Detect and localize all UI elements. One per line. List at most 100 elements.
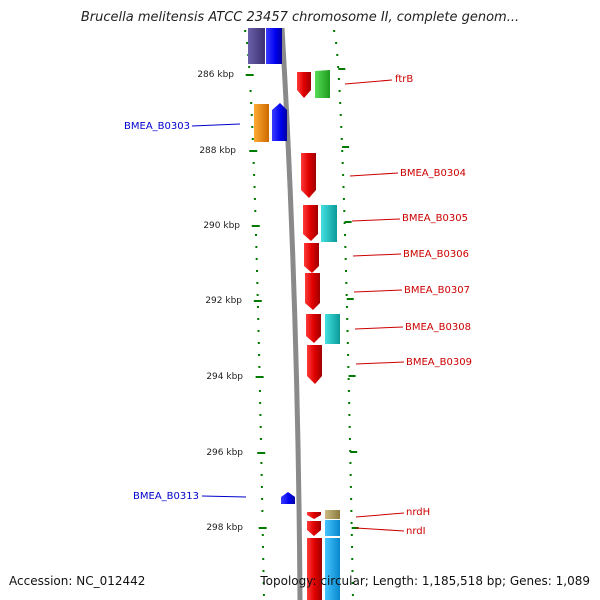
gene-nrdI-skyblue[interactable] — [325, 520, 340, 536]
scale-major-tick — [245, 74, 254, 76]
scale-dot — [259, 438, 262, 440]
track-dot — [347, 378, 350, 380]
track-dot — [346, 342, 349, 344]
scale-dot — [253, 174, 256, 176]
scale-dot — [257, 342, 260, 344]
track-dot — [341, 162, 344, 164]
scale-major-tick — [257, 452, 266, 454]
track-dot — [348, 414, 351, 416]
track-dot — [342, 174, 345, 176]
scale-dot — [246, 42, 249, 44]
track-major-tick — [350, 451, 358, 453]
scale-dot — [256, 294, 259, 296]
gene-ftrB[interactable] — [297, 72, 311, 98]
gene-BMEA_B0305-cyan[interactable] — [321, 205, 337, 242]
scale-dot — [256, 306, 259, 308]
track-dot — [344, 258, 347, 260]
gene-BMEA_B0303[interactable] — [272, 103, 287, 141]
track-dot — [351, 558, 354, 560]
scale-dot — [259, 402, 262, 404]
scale-dot — [257, 318, 260, 320]
scale-dot — [250, 114, 253, 116]
track-major-tick — [342, 146, 350, 148]
gene-BMEA_B0306[interactable] — [304, 243, 319, 273]
scale-dot — [262, 570, 265, 572]
left-scale-track — [244, 30, 267, 596]
track-dot — [350, 534, 353, 536]
scale-dot — [259, 426, 262, 428]
scale-major-tick — [251, 225, 260, 227]
chromosome-backbone — [279, 27, 303, 600]
scale-dot — [261, 498, 264, 500]
scale-dot — [255, 234, 258, 236]
label-BMEA_B0307[interactable]: BMEA_B0307 — [404, 285, 470, 296]
scale-dot — [257, 330, 260, 332]
label-BMEA_B0304[interactable]: BMEA_B0304 — [400, 168, 466, 179]
label-nrdI[interactable]: nrdI — [406, 526, 426, 537]
scale-dot — [258, 354, 261, 356]
label-BMEA_B0305[interactable]: BMEA_B0305 — [402, 213, 468, 224]
gene-BMEA_B0304[interactable] — [301, 153, 316, 198]
gene-BMEA_B0309[interactable] — [307, 345, 322, 384]
scale-major-tick — [253, 300, 262, 302]
gene-blue-top[interactable] — [266, 28, 282, 64]
track-dot — [348, 402, 351, 404]
scale-dot — [249, 90, 252, 92]
scale-label-286: 286 kbp — [197, 70, 234, 80]
track-dot — [333, 30, 336, 32]
track-dot — [345, 306, 348, 308]
scale-dot — [248, 66, 251, 68]
scale-dot — [261, 510, 264, 512]
track-dot — [341, 150, 344, 152]
scale-dot — [259, 414, 262, 416]
scale-dot — [253, 186, 256, 188]
label-nrdH[interactable]: nrdH — [406, 507, 430, 518]
gene-navy-top[interactable] — [248, 28, 265, 64]
scale-major-tick — [258, 527, 267, 529]
gene-BMEA_B0313[interactable] — [281, 492, 295, 504]
track-dot — [345, 270, 348, 272]
track-dot — [337, 66, 340, 68]
track-major-tick — [338, 68, 346, 70]
label-BMEA_B0308[interactable]: BMEA_B0308 — [405, 322, 471, 333]
scale-dot — [254, 210, 257, 212]
track-dot — [350, 510, 353, 512]
scale-label-298: 298 kbp — [206, 523, 243, 533]
gene-ftrB-partner[interactable] — [315, 70, 330, 98]
gene-BMEA_B0307[interactable] — [305, 273, 320, 310]
gene-nrdI[interactable] — [307, 521, 321, 536]
gene-BMEA_B0308[interactable] — [306, 314, 321, 343]
track-major-tick — [346, 298, 354, 300]
scale-dot — [251, 126, 254, 128]
track-dot — [351, 594, 354, 596]
accession-text: Accession: NC_012442 — [9, 574, 146, 588]
label-BMEA_B0306[interactable]: BMEA_B0306 — [403, 249, 469, 260]
label-BMEA_B0313[interactable]: BMEA_B0313 — [133, 491, 199, 502]
map-title: Brucella melitensis ATCC 23457 chromosom… — [80, 10, 520, 25]
scale-dot — [255, 246, 258, 248]
scale-dot — [262, 558, 265, 560]
gene-BMEA_B0303-orange[interactable] — [254, 104, 269, 142]
gene-BMEA_B0305[interactable] — [303, 205, 318, 241]
track-dot — [350, 498, 353, 500]
scale-label-292: 292 kbp — [205, 296, 242, 306]
scale-dot — [258, 366, 261, 368]
topology-text: Topology: circular; Length: 1,185,518 bp… — [260, 574, 590, 588]
gene-BMEA_B0308-cyan[interactable] — [325, 314, 340, 344]
track-dot — [342, 186, 345, 188]
track-dot — [342, 198, 345, 200]
track-dot — [348, 426, 351, 428]
track-dot — [351, 582, 354, 584]
label-BMEA_B0303[interactable]: BMEA_B0303 — [124, 121, 190, 132]
gene-nrdH[interactable] — [307, 512, 321, 519]
gene-nrdH-olive[interactable] — [325, 510, 340, 519]
label-ftrB[interactable]: ftrB — [395, 74, 413, 85]
label-BMEA_B0309[interactable]: BMEA_B0309 — [406, 357, 472, 368]
scale-label-296: 296 kbp — [206, 448, 243, 458]
track-dot — [349, 474, 352, 476]
gene-red-bottom[interactable] — [307, 538, 322, 600]
track-dot — [340, 126, 343, 128]
gene-skyblue-bottom[interactable] — [325, 538, 340, 600]
track-major-tick — [344, 221, 352, 223]
scale-major-tick — [249, 150, 258, 152]
